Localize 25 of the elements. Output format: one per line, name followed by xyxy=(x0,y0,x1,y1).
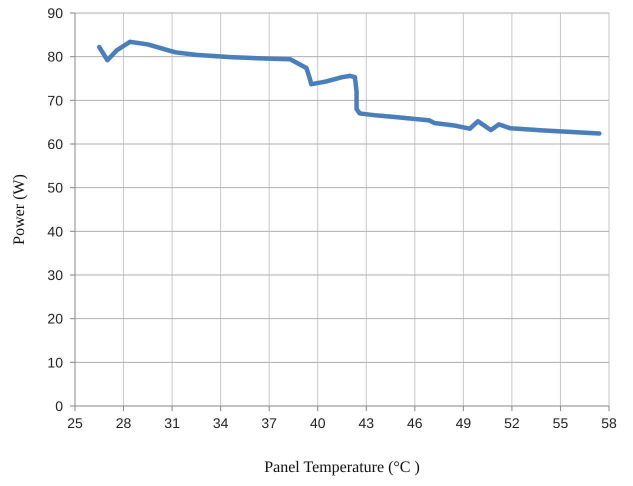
x-tick-label: 46 xyxy=(407,415,423,431)
x-tick-label: 55 xyxy=(552,415,568,431)
y-tick-label: 70 xyxy=(47,92,64,108)
x-tick-label: 40 xyxy=(310,415,326,431)
y-tick-label: 0 xyxy=(55,398,64,414)
y-tick-label: 10 xyxy=(47,354,64,370)
y-tick-label: 40 xyxy=(47,223,64,240)
x-tick-label: 34 xyxy=(212,415,229,431)
x-tick-label: 37 xyxy=(261,415,278,431)
x-tick-label: 28 xyxy=(116,415,132,431)
y-tick-label: 50 xyxy=(47,180,64,196)
y-tick-label: 20 xyxy=(47,310,64,327)
x-tick-label: 58 xyxy=(601,415,617,431)
y-tick-label: 80 xyxy=(47,48,64,65)
y-tick-label: 30 xyxy=(47,267,64,283)
x-tick-label: 31 xyxy=(164,415,180,431)
y-axis-title: Power (W) xyxy=(11,174,28,245)
line-series xyxy=(97,40,602,136)
x-axis-title: Panel Temperature (°C ) xyxy=(264,459,420,476)
x-tick-label: 43 xyxy=(358,415,374,431)
x-tick-label: 49 xyxy=(456,415,472,431)
x-tick-label: 52 xyxy=(504,415,520,431)
y-tick-label: 90 xyxy=(47,5,64,21)
x-tick-label: 25 xyxy=(67,415,83,431)
y-tick-label: 60 xyxy=(47,136,64,152)
